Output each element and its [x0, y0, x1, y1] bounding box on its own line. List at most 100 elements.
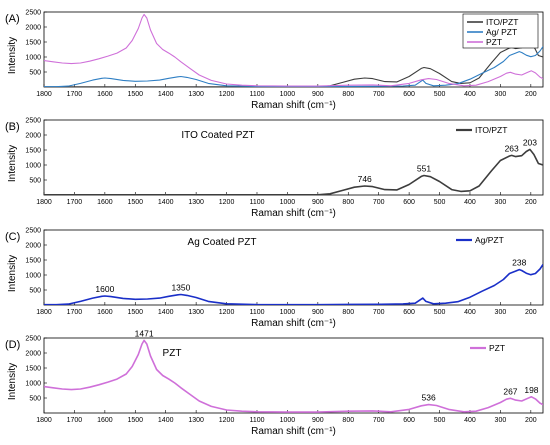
y-tick-label: 1500 [25, 40, 41, 47]
y-tick-label: 1000 [25, 55, 41, 62]
y-axis-title: Intensity [7, 145, 18, 182]
peak-label: 263 [505, 143, 519, 153]
x-tick-label: 1600 [97, 309, 113, 316]
x-axis-title: Raman shift (cm⁻¹) [251, 318, 336, 329]
peak-label: 1471 [135, 328, 154, 338]
y-tick-label: 1500 [25, 148, 41, 155]
x-tick-label: 700 [373, 417, 385, 424]
x-tick-label: 700 [373, 199, 385, 206]
x-tick-label: 500 [434, 309, 446, 316]
peak-label: 1600 [95, 284, 114, 294]
x-tick-label: 200 [525, 91, 537, 98]
plot-frame [43, 337, 544, 414]
x-tick-label: 1100 [249, 309, 264, 316]
x-tick-label: 600 [403, 309, 415, 316]
x-tick-label: 1800 [36, 417, 52, 424]
x-tick-label: 1800 [36, 91, 52, 98]
peak-label: 238 [512, 258, 526, 268]
panel-d: (D) PZT 500 1000 1500 2000 2500 1800 1700 1600 150… [5, 328, 544, 437]
y-tick-label: 2000 [25, 243, 41, 250]
x-tick-label: 1300 [188, 91, 204, 98]
x-tick-label: 300 [495, 417, 507, 424]
panel-label: (D) [5, 339, 20, 351]
x-tick-label: 1500 [127, 309, 143, 316]
x-tick-label: 300 [495, 309, 507, 316]
legend-label: Ag/PZT [475, 235, 504, 245]
x-axis-title: Raman shift (cm⁻¹) [251, 426, 336, 437]
x-tick-label: 1500 [127, 91, 143, 98]
series-line-ito-pzt [44, 148, 543, 195]
x-tick-label: 900 [312, 91, 324, 98]
y-tick-label: 2000 [25, 133, 41, 140]
series-line-pzt [44, 13, 543, 87]
x-tick-label: 1700 [67, 309, 83, 316]
x-tick-label: 600 [403, 417, 415, 424]
x-tick-label: 300 [495, 91, 507, 98]
x-tick-label: 1200 [219, 417, 235, 424]
peak-label: 267 [503, 386, 517, 396]
x-tick-label: 1600 [97, 91, 113, 98]
legend-label: Ag/ PZT [486, 27, 517, 37]
panel-label: (C) [5, 231, 20, 243]
x-tick-label: 500 [434, 417, 446, 424]
series-line-ag-pzt [44, 264, 543, 305]
panel-title: Ag Coated PZT [188, 237, 257, 248]
x-tick-label: 400 [464, 91, 476, 98]
y-tick-label: 1500 [25, 366, 41, 373]
x-tick-label: 1700 [67, 417, 83, 424]
x-tick-label: 1500 [127, 417, 143, 424]
plot-frame [43, 229, 544, 306]
x-tick-label: 1400 [158, 91, 174, 98]
x-tick-label: 1800 [36, 199, 52, 206]
y-tick-label: 1000 [25, 273, 41, 280]
legend-label: ITO/PZT [486, 17, 518, 27]
peak-label: 198 [524, 385, 538, 395]
panel-b: (B) ITO Coated PZT 500 1000 1500 2000 2500 1800… [5, 118, 544, 219]
legend-label: PZT [486, 37, 502, 47]
x-tick-label: 1600 [97, 199, 113, 206]
x-tick-label: 1300 [188, 199, 204, 206]
x-tick-label: 800 [342, 417, 354, 424]
panel-c: (C) Ag Coated PZT 500 1000 1500 2000 2500 1800 1… [5, 228, 544, 329]
x-tick-label: 300 [495, 199, 507, 206]
x-tick-label: 800 [342, 91, 354, 98]
x-tick-label: 1500 [127, 199, 143, 206]
y-tick-label: 500 [29, 70, 41, 77]
x-tick-label: 1100 [249, 199, 264, 206]
legend: ITO/PZT [456, 125, 507, 135]
peak-label: 551 [417, 164, 431, 174]
x-tick-label: 1200 [219, 309, 235, 316]
x-tick-label: 200 [525, 199, 537, 206]
series-line-pzt [44, 339, 543, 413]
x-tick-label: 400 [464, 199, 476, 206]
x-tick-label: 400 [464, 417, 476, 424]
peak-label: 746 [358, 174, 372, 184]
x-tick-label: 1400 [158, 309, 174, 316]
y-tick-label: 2000 [25, 25, 41, 32]
y-tick-label: 2500 [25, 118, 41, 125]
y-tick-label: 500 [29, 288, 41, 295]
x-tick-label: 1300 [188, 309, 204, 316]
y-tick-label: 1000 [25, 163, 41, 170]
x-tick-label: 900 [312, 309, 324, 316]
x-tick-label: 1400 [158, 417, 174, 424]
x-tick-label: 200 [525, 417, 537, 424]
plot-frame [43, 119, 544, 196]
x-tick-label: 1200 [219, 199, 235, 206]
x-tick-label: 1400 [158, 199, 174, 206]
x-tick-label: 500 [434, 91, 446, 98]
x-tick-label: 1000 [280, 309, 296, 316]
legend: Ag/PZT [456, 235, 504, 245]
legend-label: PZT [489, 343, 505, 353]
x-tick-label: 1700 [67, 199, 83, 206]
x-tick-label: 1100 [249, 417, 264, 424]
x-tick-label: 1000 [280, 199, 296, 206]
panel-label: (A) [5, 13, 20, 25]
x-axis-title: Raman shift (cm⁻¹) [251, 208, 336, 219]
y-tick-label: 1500 [25, 258, 41, 265]
x-tick-label: 1000 [280, 417, 296, 424]
panel-label: (B) [5, 121, 20, 133]
y-tick-label: 500 [29, 396, 41, 403]
